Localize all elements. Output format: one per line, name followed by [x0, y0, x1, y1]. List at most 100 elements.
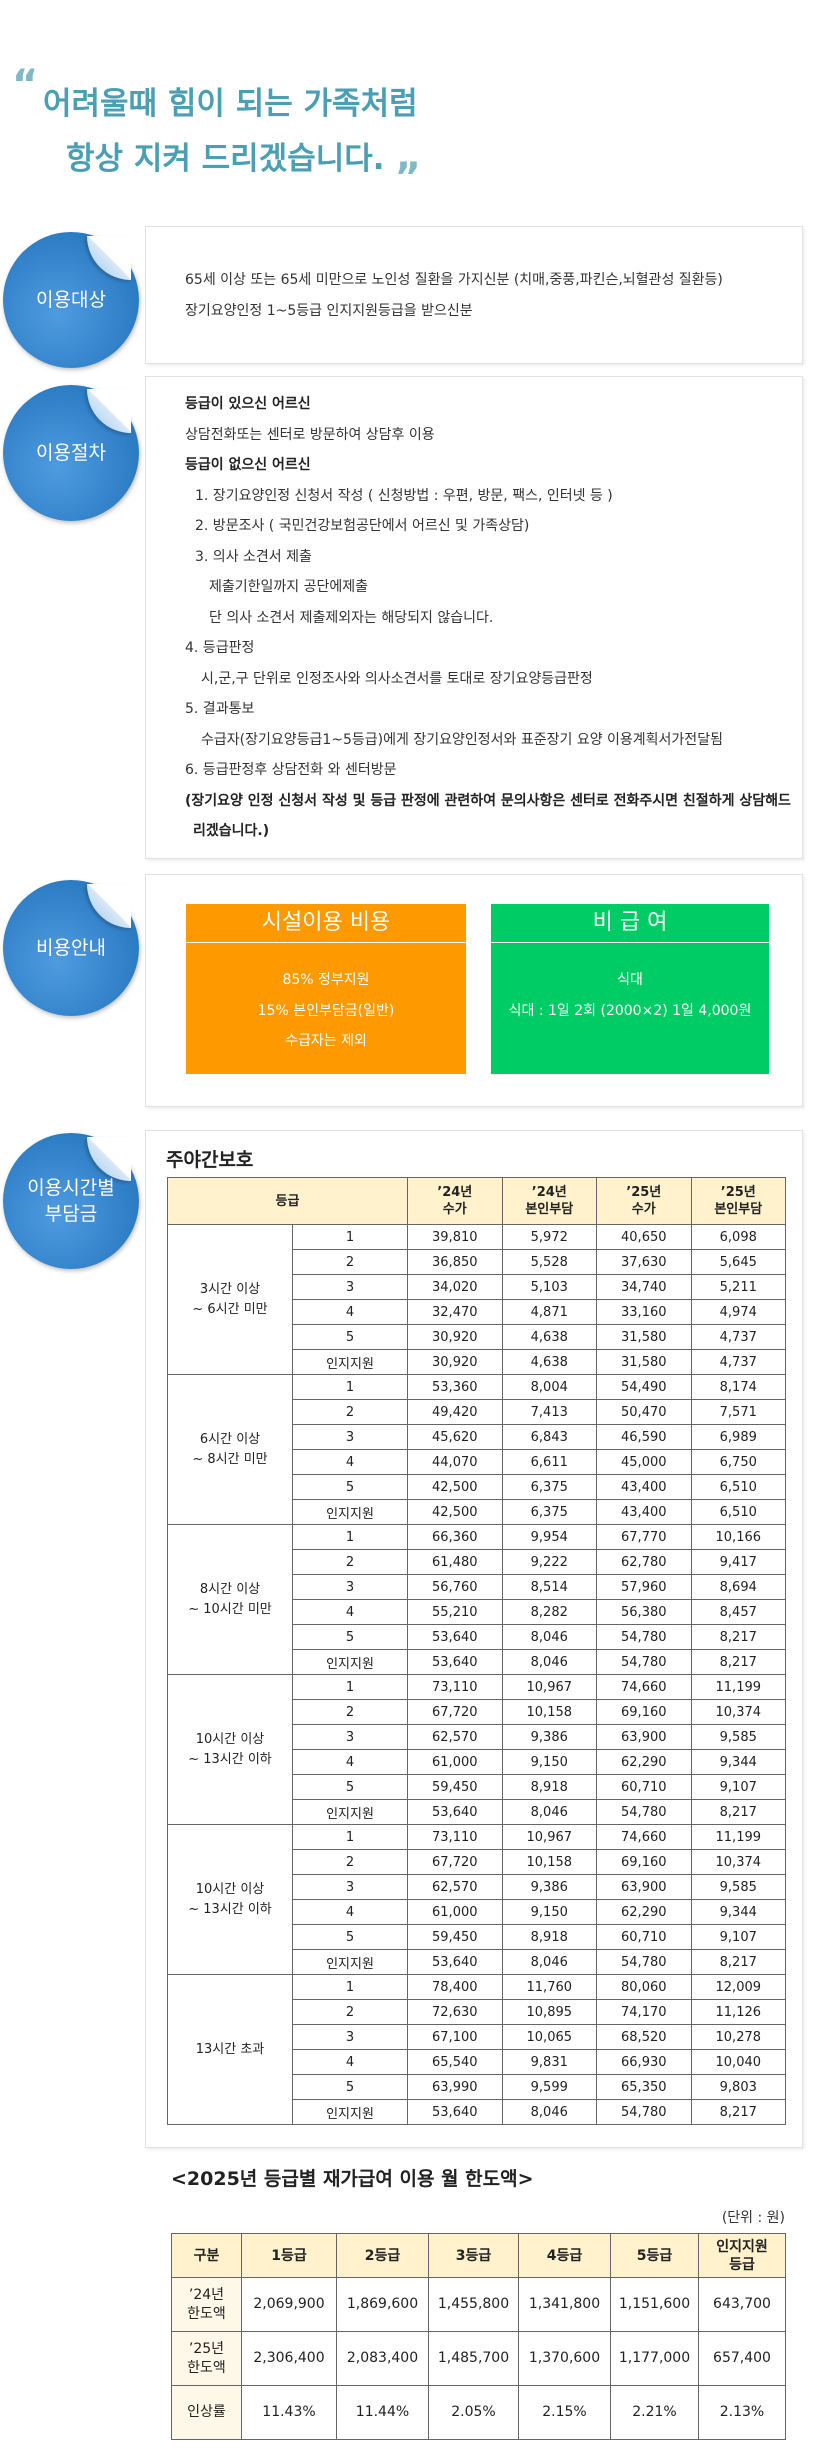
- procedure-text: 등급이 있으신 어르신 상담전화또는 센터로 방문하여 상담후 이용 등급이 없으신…: [185, 389, 793, 840]
- table-row: 3 45,620 6,843 46,590 6,989: [168, 1424, 787, 1450]
- value-cell: 9,344: [690, 1749, 787, 1775]
- badge-curl: [87, 389, 131, 433]
- value-cell: 4,871: [501, 1299, 598, 1325]
- grade-cell: 1: [291, 1374, 409, 1400]
- group-label: 10시간 이상 ~ 13시간 이하: [167, 1674, 293, 1825]
- value-cell: 2.21%: [610, 2385, 699, 2440]
- value-cell: 42,500: [407, 1474, 503, 1500]
- procedure-note: 수급자(장기요양등급1~5등급)에게 장기요양인정서와 표준장기 요양 이용계획…: [201, 731, 723, 748]
- value-cell: 62,290: [596, 1899, 692, 1925]
- procedure-step: 5. 결과통보: [185, 701, 255, 717]
- value-cell: 5,645: [690, 1249, 787, 1275]
- value-cell: 8,918: [501, 1774, 598, 1800]
- grade-cell: 5: [291, 1774, 409, 1800]
- row-label: ’24년 한도액: [171, 2277, 242, 2332]
- header-cell: 4등급: [518, 2233, 611, 2278]
- cell-line: 본인부담: [525, 1202, 574, 1217]
- cost-box-line: 85% 정부지원: [282, 972, 370, 988]
- row-label: 인상률: [171, 2385, 242, 2440]
- limits-title: <2025년 등급별 재가급여 이용 월 한도액>: [171, 2168, 534, 2190]
- header-cell: 등급: [166, 1177, 409, 1225]
- cell-line: ’24년: [531, 1185, 567, 1200]
- badge-label: 이용절차: [36, 442, 106, 464]
- value-cell: 73,110: [407, 1674, 503, 1700]
- value-cell: 6,843: [501, 1424, 598, 1450]
- value-cell: 63,990: [407, 2074, 503, 2100]
- cell-line: 수가: [442, 1202, 467, 1217]
- value-cell: 8,046: [501, 1949, 598, 1975]
- value-cell: 9,344: [690, 1899, 787, 1925]
- value-cell: 55,210: [407, 1599, 503, 1625]
- grade-cell: 4: [291, 1599, 409, 1625]
- grade-cell: 4: [291, 1449, 409, 1475]
- value-cell: 9,386: [501, 1874, 598, 1900]
- grade-cell: 인지지원: [291, 1499, 409, 1525]
- badge-label: 부담금: [44, 1203, 98, 1225]
- grade-cell: 인지지원: [291, 1649, 409, 1675]
- open-quote: “: [12, 62, 39, 108]
- grade-cell: 3: [291, 1274, 409, 1300]
- cell-line: 13시간 초과: [195, 2041, 265, 2057]
- value-cell: 6,375: [501, 1499, 598, 1525]
- value-cell: 53,640: [407, 1624, 503, 1650]
- cost-box-line: 15% 본인부담금(일반): [257, 1002, 395, 1019]
- procedure-notice: (장기요양 인정 신청서 작성 및 등급 판정에 관련하여 문의사항은 센터로 …: [185, 792, 791, 840]
- group-label: 8시간 이상 ~ 10시간 미만: [167, 1524, 293, 1675]
- value-cell: 2.05%: [428, 2385, 519, 2440]
- grade-cell: 2: [291, 1549, 409, 1575]
- value-cell: 10,967: [501, 1824, 598, 1850]
- value-cell: 57,960: [596, 1574, 692, 1600]
- procedure-step: 4. 등급판정: [185, 640, 255, 656]
- grade-cell: 1: [291, 1224, 409, 1250]
- badge-label: 비용안내: [36, 937, 106, 959]
- grade-cell: 2: [291, 1699, 409, 1725]
- value-cell: 32,470: [407, 1299, 503, 1325]
- row-label: ’25년 한도액: [171, 2331, 242, 2386]
- grade-cell: 2: [291, 1399, 409, 1425]
- cell-line: 등급: [729, 2256, 755, 2273]
- cell-line: ~ 13시간 이하: [188, 1751, 272, 1767]
- cell-line: 본인부담: [714, 1202, 763, 1217]
- value-cell: 59,450: [407, 1924, 503, 1950]
- value-cell: 8,046: [501, 1799, 598, 1825]
- group-label: 10시간 이상 ~ 13시간 이하: [167, 1824, 293, 1975]
- value-cell: 10,374: [690, 1699, 787, 1725]
- value-cell: 60,710: [596, 1774, 692, 1800]
- cost-box: 시설이용 비용 85% 정부지원 15% 본인부담금(일반) 수급자는 제외: [186, 904, 466, 1074]
- headline-text: 항상 지켜 드리겠습니다.: [66, 141, 385, 177]
- header-cell: 구분: [171, 2233, 242, 2278]
- value-cell: 7,413: [501, 1399, 598, 1425]
- value-cell: 46,590: [596, 1424, 692, 1450]
- value-cell: 4,737: [690, 1324, 787, 1350]
- grade-cell: 1: [291, 1974, 409, 2000]
- cell-line: 1등급: [271, 2247, 307, 2264]
- header-cell: 인지지원 등급: [698, 2233, 786, 2278]
- value-cell: 61,000: [407, 1899, 503, 1925]
- table-row: 4 55,210 8,282 56,380 8,457: [168, 1599, 787, 1625]
- value-cell: 10,158: [501, 1699, 598, 1725]
- cost-box-body: 식대 식대 : 1일 2회 (2000×2) 1일 4,000원: [491, 943, 769, 1026]
- procedure-note: 제출기한일까지 공단에제출: [209, 579, 369, 595]
- cell-line: ~ 13시간 이하: [188, 1901, 272, 1917]
- value-cell: 9,107: [690, 1774, 787, 1800]
- value-cell: 62,290: [596, 1749, 692, 1775]
- value-cell: 63,900: [596, 1874, 692, 1900]
- grade-cell: 인지지원: [291, 1799, 409, 1825]
- target-line: 장기요양인정 1~5등급 인지지원등급을 받으신분: [185, 302, 473, 319]
- procedure-note: 단 의사 소견서 제출제외자는 해당되지 않습니다.: [209, 609, 494, 626]
- header-cell: 5등급: [610, 2233, 699, 2278]
- value-cell: 53,640: [407, 1649, 503, 1675]
- value-cell: 10,967: [501, 1674, 598, 1700]
- value-cell: 8,004: [501, 1374, 598, 1400]
- value-cell: 66,360: [407, 1524, 503, 1550]
- value-cell: 1,341,800: [518, 2277, 611, 2332]
- grade-cell: 3: [291, 2024, 409, 2050]
- header-cell: ’24년 수가: [407, 1177, 503, 1225]
- value-cell: 40,650: [596, 1224, 692, 1250]
- grade-cell: 2: [291, 1249, 409, 1275]
- cell-line: 구분: [193, 2247, 220, 2264]
- table-row: 인지지원 53,640 8,046 54,780 8,217: [168, 1949, 787, 1975]
- table-row: 3 62,570 9,386 63,900 9,585: [168, 1724, 787, 1750]
- cell-line: 등급: [275, 1193, 300, 1209]
- table-row: 4 61,000 9,150 62,290 9,344: [168, 1899, 787, 1925]
